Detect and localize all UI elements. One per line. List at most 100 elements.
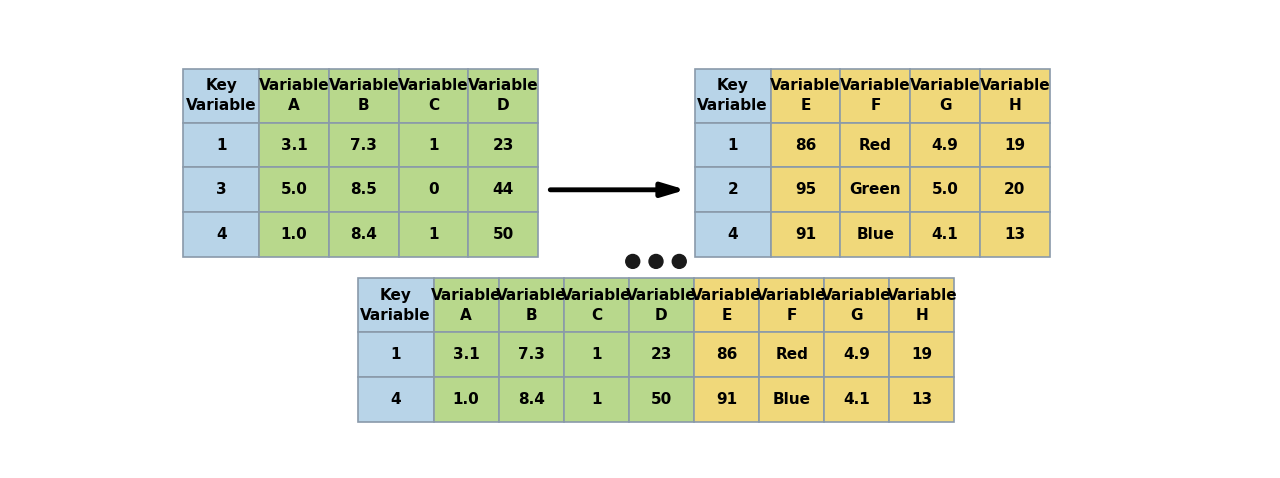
- Bar: [694, 278, 759, 332]
- Text: 19: 19: [911, 347, 932, 362]
- Bar: [695, 69, 771, 123]
- Text: Key
Variable: Key Variable: [360, 288, 431, 323]
- Text: 8.5: 8.5: [351, 182, 378, 197]
- Bar: [183, 123, 259, 167]
- Bar: [329, 167, 398, 212]
- Text: Variable
E: Variable E: [771, 78, 841, 113]
- Bar: [980, 167, 1050, 212]
- Text: Variable
G: Variable G: [910, 78, 980, 113]
- Bar: [563, 332, 628, 377]
- Bar: [695, 123, 771, 167]
- Bar: [329, 212, 398, 257]
- Text: 4.1: 4.1: [844, 392, 870, 407]
- Bar: [628, 278, 694, 332]
- Text: 1: 1: [390, 347, 401, 362]
- Bar: [398, 167, 468, 212]
- Text: 8.4: 8.4: [351, 227, 378, 242]
- Bar: [759, 278, 824, 332]
- Bar: [694, 332, 759, 377]
- Bar: [563, 377, 628, 422]
- Bar: [398, 123, 468, 167]
- Bar: [398, 69, 468, 123]
- Text: Variable
E: Variable E: [691, 288, 762, 323]
- Bar: [910, 167, 980, 212]
- Bar: [910, 123, 980, 167]
- Bar: [771, 69, 841, 123]
- Bar: [183, 69, 259, 123]
- Bar: [468, 212, 538, 257]
- Circle shape: [626, 254, 640, 268]
- Text: Green: Green: [850, 182, 901, 197]
- Text: 1.0: 1.0: [453, 392, 480, 407]
- Text: 4: 4: [216, 227, 227, 242]
- Bar: [468, 123, 538, 167]
- Bar: [434, 332, 499, 377]
- Text: 3.1: 3.1: [453, 347, 480, 362]
- Bar: [759, 332, 824, 377]
- Bar: [890, 278, 955, 332]
- Text: Key
Variable: Key Variable: [186, 78, 256, 113]
- Bar: [434, 278, 499, 332]
- Text: 91: 91: [716, 392, 737, 407]
- Text: 4: 4: [727, 227, 739, 242]
- Text: 86: 86: [716, 347, 737, 362]
- Text: Key
Variable: Key Variable: [698, 78, 768, 113]
- Text: Variable
C: Variable C: [561, 288, 631, 323]
- Bar: [357, 278, 434, 332]
- Circle shape: [672, 254, 686, 268]
- Bar: [980, 69, 1050, 123]
- Text: 1: 1: [429, 227, 439, 242]
- Text: 23: 23: [493, 138, 515, 152]
- Text: 5.0: 5.0: [280, 182, 307, 197]
- Text: Blue: Blue: [773, 392, 810, 407]
- Bar: [259, 167, 329, 212]
- Text: Red: Red: [776, 347, 808, 362]
- Bar: [563, 278, 628, 332]
- Text: 4.9: 4.9: [844, 347, 870, 362]
- Text: 1: 1: [591, 392, 602, 407]
- Text: Variable
H: Variable H: [979, 78, 1050, 113]
- Text: Variable
F: Variable F: [756, 288, 827, 323]
- Text: 4.1: 4.1: [932, 227, 959, 242]
- Bar: [890, 332, 955, 377]
- Text: Variable
A: Variable A: [431, 288, 502, 323]
- Text: 3: 3: [216, 182, 227, 197]
- Circle shape: [649, 254, 663, 268]
- Text: 4: 4: [390, 392, 401, 407]
- Text: 2: 2: [727, 182, 739, 197]
- Text: 1: 1: [216, 138, 227, 152]
- Bar: [824, 377, 890, 422]
- Bar: [499, 278, 563, 332]
- Bar: [910, 69, 980, 123]
- Bar: [695, 212, 771, 257]
- Text: Variable
B: Variable B: [495, 288, 567, 323]
- Bar: [841, 123, 910, 167]
- Bar: [628, 332, 694, 377]
- Bar: [183, 167, 259, 212]
- Text: 1.0: 1.0: [280, 227, 307, 242]
- Text: 44: 44: [493, 182, 515, 197]
- Text: Red: Red: [859, 138, 892, 152]
- Text: 8.4: 8.4: [518, 392, 545, 407]
- Text: Variable
F: Variable F: [840, 78, 910, 113]
- Text: 19: 19: [1005, 138, 1025, 152]
- Bar: [468, 167, 538, 212]
- Text: 1: 1: [727, 138, 739, 152]
- Text: 1: 1: [591, 347, 602, 362]
- Text: Variable
B: Variable B: [329, 78, 399, 113]
- Bar: [499, 332, 563, 377]
- Bar: [499, 377, 563, 422]
- Bar: [628, 377, 694, 422]
- Bar: [980, 123, 1050, 167]
- Bar: [398, 212, 468, 257]
- Bar: [357, 332, 434, 377]
- Text: Variable
A: Variable A: [259, 78, 329, 113]
- Text: 0: 0: [429, 182, 439, 197]
- Bar: [841, 167, 910, 212]
- Bar: [771, 167, 841, 212]
- Bar: [434, 377, 499, 422]
- Bar: [771, 212, 841, 257]
- Text: 1: 1: [429, 138, 439, 152]
- Bar: [259, 123, 329, 167]
- Text: 91: 91: [795, 227, 817, 242]
